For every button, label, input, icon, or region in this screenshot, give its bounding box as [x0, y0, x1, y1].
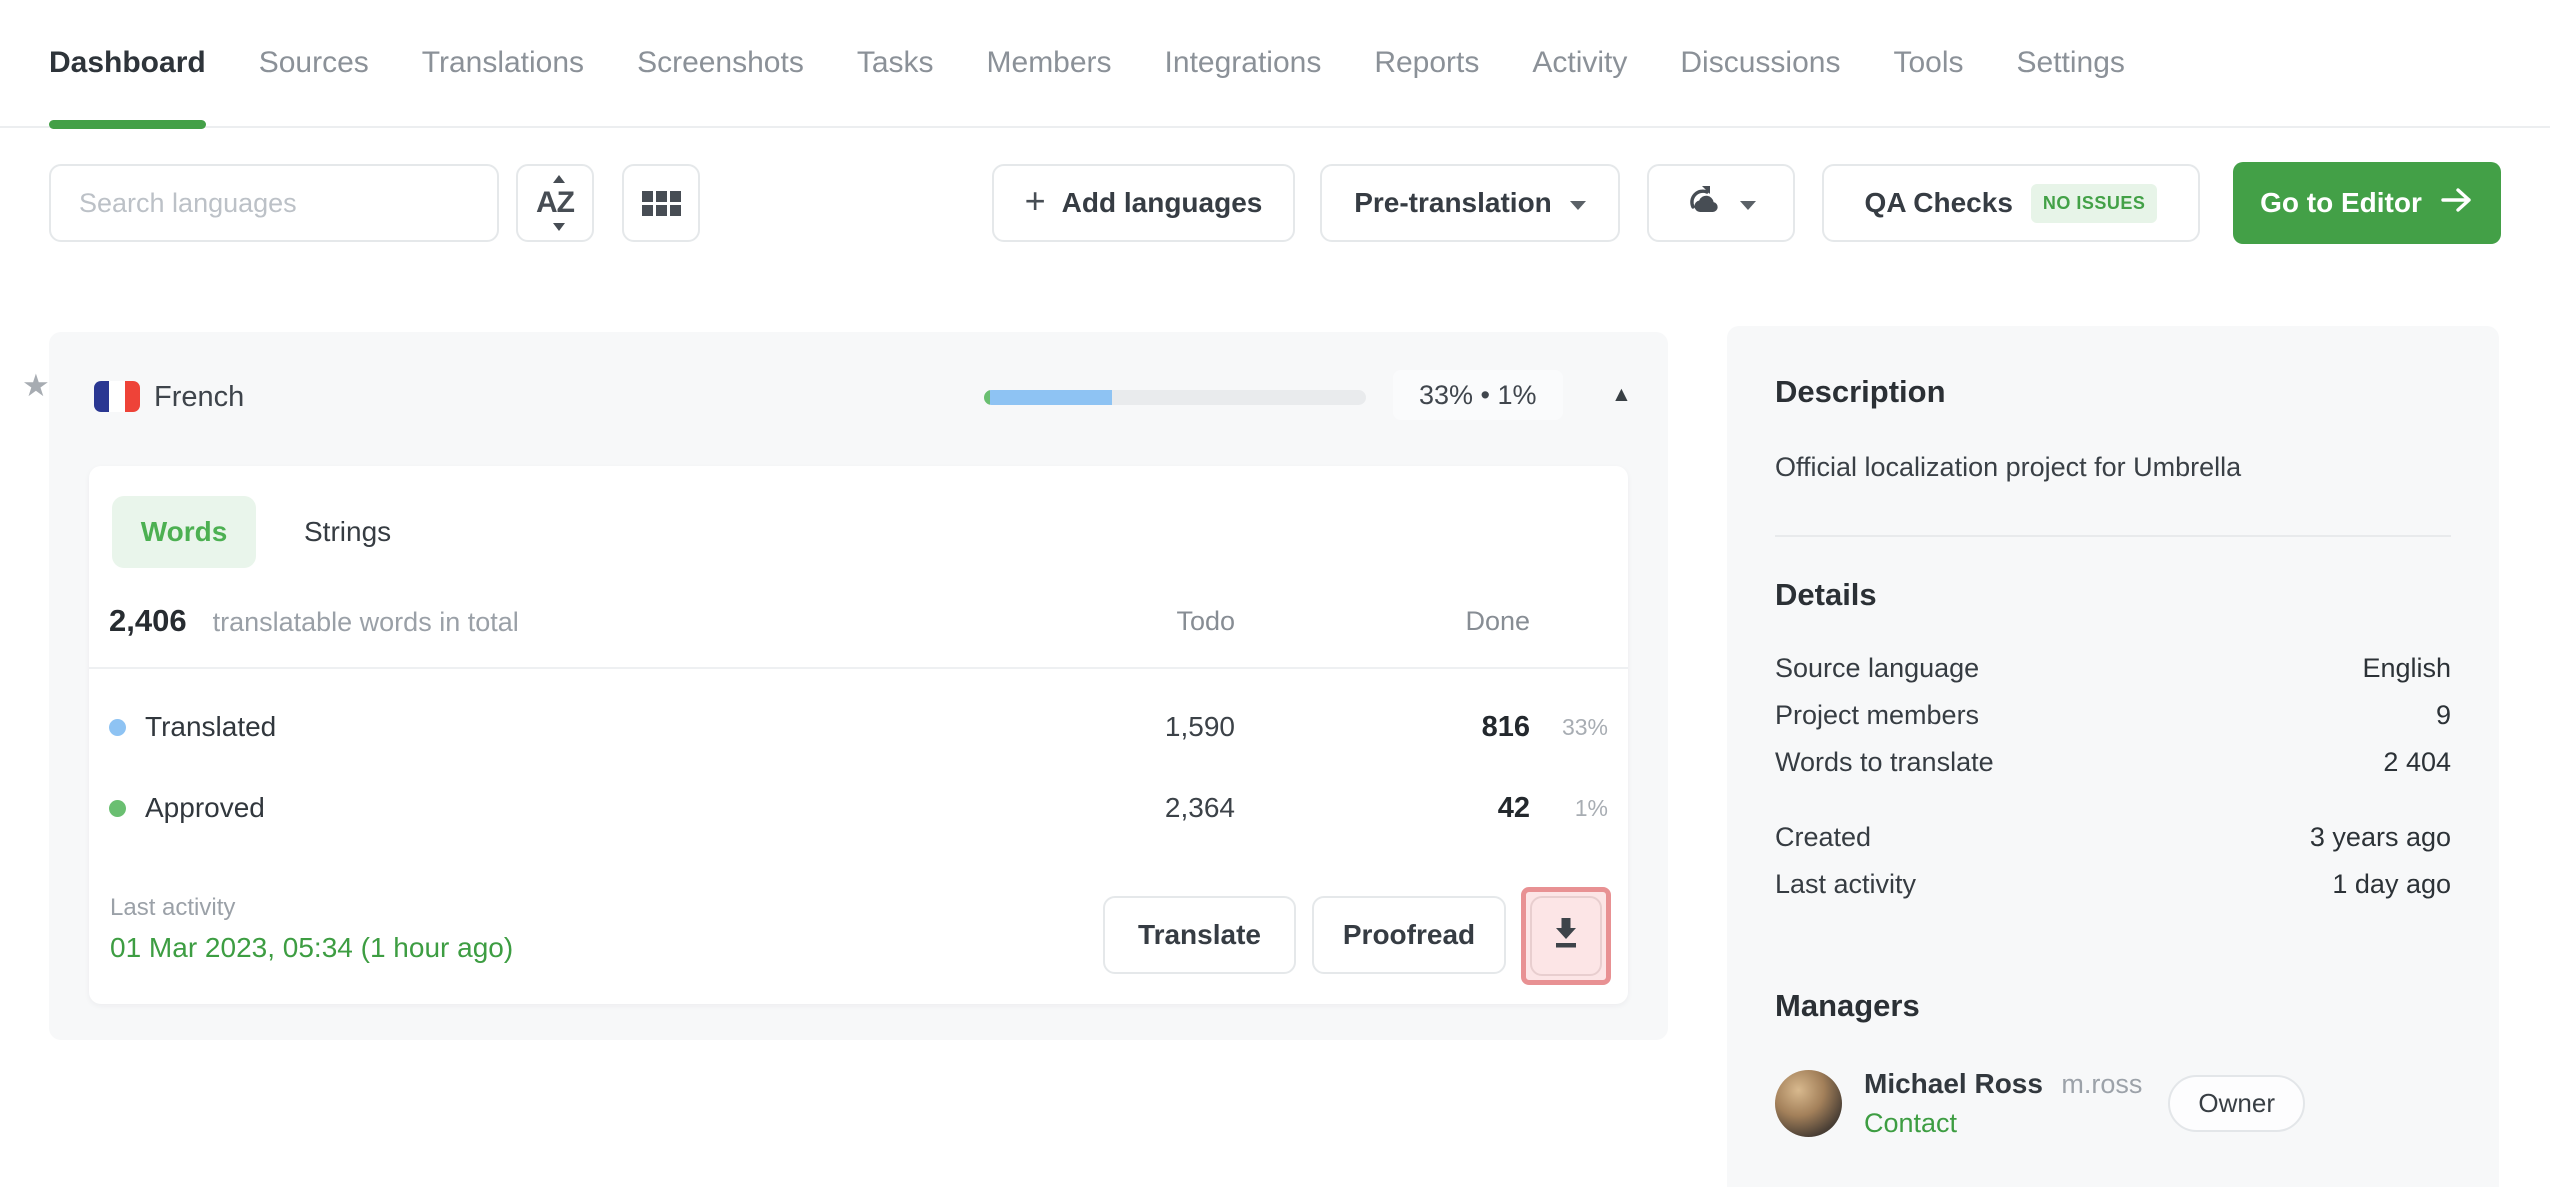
grid-view-button[interactable]: [622, 164, 700, 242]
description-title: Description: [1775, 374, 1946, 409]
qa-checks-button[interactable]: QA Checks NO ISSUES: [1822, 164, 2200, 242]
translate-button[interactable]: Translate: [1103, 896, 1296, 974]
progress-percentage-chip: 33% • 1%: [1393, 370, 1563, 420]
row-label: Translated: [145, 711, 277, 742]
go-to-editor-button[interactable]: Go to Editor: [2233, 162, 2501, 244]
top-navigation: Dashboard Sources Translations Screensho…: [0, 0, 2550, 129]
tab-dashboard[interactable]: Dashboard: [49, 0, 206, 129]
arrow-right-icon: [2440, 186, 2474, 221]
column-header-done: Done: [1465, 605, 1530, 636]
todo-value: 2,364: [1164, 792, 1235, 823]
sort-az-icon: AZ: [536, 175, 575, 231]
search-input[interactable]: [49, 164, 499, 242]
detail-value: 2 404: [2383, 747, 2451, 777]
status-dot: [109, 718, 126, 736]
manager-name[interactable]: Michael Ross: [1864, 1068, 2043, 1099]
tab-members[interactable]: Members: [986, 46, 1112, 79]
detail-row-words-to-translate: Words to translate 2 404: [1775, 739, 2451, 786]
details-title: Details: [1775, 577, 1877, 612]
total-words-value: 2,406: [109, 603, 187, 638]
detail-label: Created: [1775, 822, 1872, 852]
tab-screenshots[interactable]: Screenshots: [637, 46, 804, 79]
language-card-french: French 33% • 1% ▲ Words Strings 2,406 tr…: [49, 332, 1668, 1040]
progress-approved-segment: [984, 390, 990, 405]
detail-row-created: Created 3 years ago: [1775, 814, 2451, 861]
tab-settings[interactable]: Settings: [2016, 46, 2125, 79]
detail-value: English: [2362, 653, 2451, 683]
pre-translation-dropdown[interactable]: Pre-translation: [1320, 164, 1620, 242]
chevron-down-icon: [1740, 200, 1756, 210]
done-value: 816: [1481, 710, 1530, 743]
owner-badge: Owner: [2168, 1075, 2305, 1132]
proofread-button[interactable]: Proofread: [1312, 896, 1506, 974]
done-percent: 33%: [1561, 713, 1608, 740]
table-row-translated: Translated 1,590 816 33%: [89, 687, 1628, 767]
managers-title: Managers: [1775, 988, 1920, 1023]
done-value: 42: [1497, 791, 1530, 824]
divider: [1775, 535, 2451, 537]
favorite-star-icon[interactable]: ★: [22, 368, 50, 403]
detail-row-last-activity: Last activity 1 day ago: [1775, 861, 2451, 908]
tab-sources[interactable]: Sources: [258, 46, 369, 79]
detail-value: 3 years ago: [2309, 822, 2451, 852]
chevron-down-icon: [1569, 200, 1586, 210]
manager-row: Michael Ross m.ross Contact Owner: [1775, 1068, 2451, 1139]
description-text: Official localization project for Umbrel…: [1775, 452, 2242, 482]
detail-label: Source language: [1775, 653, 1980, 683]
pre-translation-label: Pre-translation: [1354, 187, 1552, 218]
go-to-editor-label: Go to Editor: [2260, 187, 2422, 218]
tab-tools[interactable]: Tools: [1893, 46, 1964, 79]
manager-username: m.ross: [2061, 1069, 2143, 1099]
add-languages-label: Add languages: [1061, 187, 1263, 218]
detail-value: 1 day ago: [2332, 869, 2451, 899]
qa-checks-label: QA Checks: [1864, 187, 2013, 218]
detail-row-project-members: Project members 9: [1775, 692, 2451, 739]
tab-tasks[interactable]: Tasks: [856, 46, 934, 79]
tab-discussions[interactable]: Discussions: [1680, 46, 1841, 79]
table-row-approved: Approved 2,364 42 1%: [89, 768, 1628, 848]
download-icon: [1551, 915, 1581, 958]
detail-label: Last activity: [1775, 869, 1917, 899]
machine-translation-dropdown[interactable]: [1647, 164, 1795, 242]
plus-icon: +: [1024, 180, 1046, 221]
done-percent: 1%: [1574, 794, 1608, 821]
tab-strings[interactable]: Strings: [304, 516, 392, 547]
progress-translated-segment: [990, 390, 1113, 405]
todo-value: 1,590: [1164, 711, 1235, 742]
grid-view-icon: [641, 190, 681, 216]
language-progress-bar: [984, 390, 1366, 405]
french-flag-icon: [94, 381, 140, 412]
detail-value: 9: [2435, 700, 2451, 730]
cloud-sync-icon: [1686, 183, 1724, 224]
tab-activity[interactable]: Activity: [1532, 46, 1628, 79]
project-info-panel: Description Official localization projec…: [1727, 326, 2499, 1187]
tab-translations[interactable]: Translations: [421, 46, 585, 79]
total-words-caption: translatable words in total: [212, 607, 519, 637]
last-activity-link[interactable]: 01 Mar 2023, 05:34 (1 hour ago): [110, 932, 514, 963]
tab-reports[interactable]: Reports: [1374, 46, 1480, 79]
tab-words[interactable]: Words: [112, 496, 256, 568]
detail-row-source-language: Source language English: [1775, 645, 2451, 692]
download-button[interactable]: [1530, 896, 1602, 976]
download-button-highlight: [1521, 887, 1611, 985]
sort-alphabetical-button[interactable]: AZ: [516, 164, 594, 242]
detail-label: Project members: [1775, 700, 1980, 730]
tab-integrations[interactable]: Integrations: [1164, 46, 1322, 79]
row-label: Approved: [145, 792, 265, 823]
add-languages-button[interactable]: + Add languages: [992, 164, 1295, 242]
column-header-todo: Todo: [1176, 605, 1235, 636]
language-name[interactable]: French: [154, 381, 245, 413]
avatar: [1775, 1070, 1842, 1137]
contact-link[interactable]: Contact: [1864, 1108, 1958, 1138]
totals-header-row: 2,406 translatable words in total Todo D…: [89, 596, 1628, 646]
status-dot: [109, 799, 126, 817]
last-activity-label: Last activity: [110, 894, 236, 921]
divider: [89, 667, 1628, 669]
qa-status-badge: NO ISSUES: [2030, 183, 2158, 223]
collapse-arrow-icon[interactable]: ▲: [1611, 383, 1632, 406]
detail-label: Words to translate: [1775, 747, 1994, 777]
